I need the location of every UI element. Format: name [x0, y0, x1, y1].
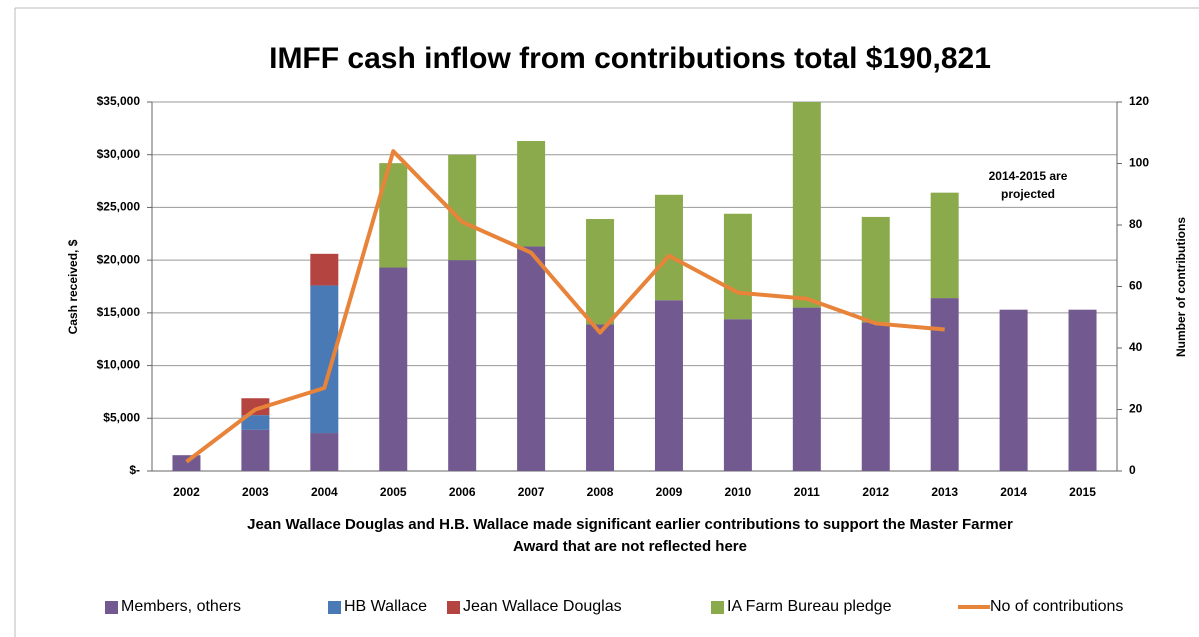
bar — [448, 260, 477, 471]
y2-tick-label: 40 — [1129, 340, 1143, 354]
y2-tick-label: 20 — [1129, 402, 1143, 416]
y2-tick-label: 100 — [1129, 156, 1149, 170]
y2-tick-label: 120 — [1129, 94, 1149, 108]
x-tick-label: 2002 — [173, 485, 200, 499]
bar — [310, 433, 339, 471]
bar — [241, 429, 270, 471]
x-tick-label: 2008 — [587, 485, 614, 499]
legend-swatch — [328, 601, 341, 614]
x-tick-label: 2014 — [1000, 485, 1027, 499]
x-tick-label: 2006 — [449, 485, 476, 499]
y-tick-label: $5,000 — [103, 410, 140, 424]
x-tick-label: 2005 — [380, 485, 407, 499]
x-tick-label: 2003 — [242, 485, 269, 499]
bar — [241, 398, 270, 416]
y-tick-label: $25,000 — [97, 200, 141, 214]
x-tick-label: 2013 — [931, 485, 958, 499]
y2-tick-label: 80 — [1129, 217, 1143, 231]
bar — [861, 322, 890, 471]
bar — [172, 455, 201, 471]
legend-label: IA Farm Bureau pledge — [727, 598, 892, 615]
y-tick-label: $10,000 — [97, 358, 141, 372]
y-tick-label: $- — [129, 463, 140, 477]
legend: Members, others HB Wallace Jean Wallace Do… — [105, 598, 1123, 615]
bar — [654, 194, 683, 301]
bar — [723, 213, 752, 320]
legend-label: HB Wallace — [344, 598, 427, 615]
bar — [517, 141, 546, 247]
y2-tick-label: 60 — [1129, 279, 1143, 293]
legend-label: Members, others — [121, 598, 241, 615]
bar — [792, 102, 821, 308]
bar — [379, 267, 408, 471]
annotation: projected — [1001, 187, 1055, 201]
bar — [586, 324, 615, 471]
bars — [172, 102, 1097, 471]
note: Jean Wallace Douglas and H.B. Wallace ma… — [247, 516, 1013, 533]
x-tick-label: 2009 — [656, 485, 683, 499]
y-tick-label: $35,000 — [97, 94, 141, 108]
bar — [654, 300, 683, 471]
x-tick-label: 2012 — [862, 485, 889, 499]
legend-label: No of contributions — [990, 598, 1123, 615]
x-tick-label: 2010 — [725, 485, 752, 499]
bar — [861, 216, 890, 323]
y2-axis-title: Number of contributions — [1174, 217, 1188, 357]
y2-tick-label: 0 — [1129, 463, 1136, 477]
x-tick-label: 2011 — [794, 485, 820, 499]
annotation: 2014-2015 are — [989, 169, 1068, 183]
bar — [586, 219, 615, 325]
x-tick-label: 2015 — [1069, 485, 1096, 499]
bar — [1068, 309, 1097, 471]
legend-swatch — [105, 601, 118, 614]
x-tick-label: 2004 — [311, 485, 338, 499]
y-tick-label: $20,000 — [97, 252, 141, 266]
bar — [448, 154, 477, 261]
bar — [517, 246, 546, 471]
y-tick-label: $30,000 — [97, 147, 141, 161]
bar — [999, 309, 1028, 471]
y-tick-label: $15,000 — [97, 305, 141, 319]
legend-swatch — [711, 601, 724, 614]
x-tick-label: 2007 — [518, 485, 545, 499]
note: Award that are not reflected here — [513, 538, 747, 555]
bar — [930, 298, 959, 471]
bar — [241, 415, 270, 430]
bar — [792, 307, 821, 471]
y-axis-title: Cash received, $ — [66, 239, 80, 334]
line — [185, 149, 945, 464]
bar — [310, 253, 339, 286]
legend-swatch — [447, 601, 460, 614]
legend-label: Jean Wallace Douglas — [463, 598, 622, 615]
bar — [930, 192, 959, 299]
chart-title: IMFF cash inflow from contributions tota… — [269, 42, 991, 75]
bar — [723, 319, 752, 471]
